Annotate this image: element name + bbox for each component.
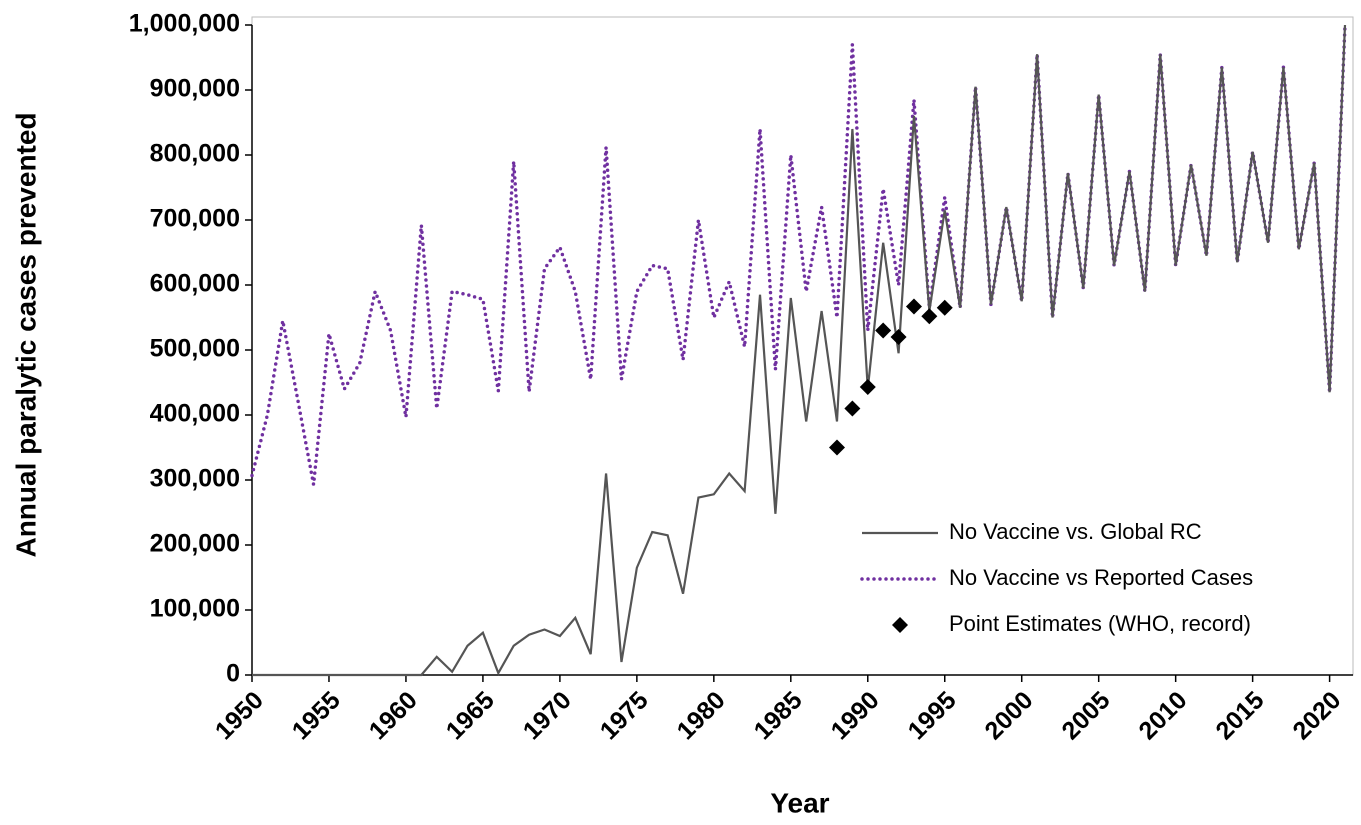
y-tick-label: 300,000 — [150, 465, 240, 493]
y-tick-label: 0 — [226, 660, 240, 688]
x-tick-label: 2015 — [1210, 686, 1269, 745]
x-tick-label: 1960 — [364, 686, 423, 745]
y-axis-title: Annual paralytic cases prevented — [10, 112, 41, 557]
point-estimate — [921, 308, 938, 325]
series-line — [252, 24, 1347, 677]
x-tick-label: 1955 — [287, 686, 346, 745]
x-tick-label: 2020 — [1287, 686, 1346, 745]
y-tick-label: 1,000,000 — [129, 10, 240, 38]
x-tick-label: 1970 — [518, 686, 577, 745]
legend-label: Point Estimates (WHO, record) — [949, 611, 1251, 636]
x-tick-label: 1995 — [903, 686, 962, 745]
x-tick-label: 2000 — [980, 686, 1039, 745]
y-tick-label: 600,000 — [150, 270, 240, 298]
x-tick-label: 1980 — [672, 686, 731, 745]
y-tick-label: 200,000 — [150, 530, 240, 558]
y-tick-label: 100,000 — [150, 595, 240, 623]
x-axis-title: Year — [770, 787, 829, 818]
series-line — [250, 23, 1347, 485]
point-estimate — [828, 439, 845, 456]
y-tick-label: 400,000 — [150, 400, 240, 428]
x-tick-label: 2010 — [1133, 686, 1192, 745]
x-tick-label: 1950 — [210, 686, 269, 745]
x-tick-label: 1990 — [826, 686, 885, 745]
legend-symbol — [892, 617, 908, 633]
point-estimate — [844, 400, 861, 417]
legend-item: No Vaccine vs. Global RC — [862, 519, 1202, 544]
x-tick-label: 2005 — [1056, 686, 1115, 745]
x-tick-label: 1975 — [595, 686, 654, 745]
x-tick-label: 1965 — [441, 686, 500, 745]
point-estimate — [859, 379, 876, 396]
legend-item: Point Estimates (WHO, record) — [892, 611, 1251, 636]
x-tick-label: 1985 — [749, 686, 808, 745]
y-tick-label: 900,000 — [150, 75, 240, 103]
legend-item: No Vaccine vs Reported Cases — [860, 565, 1253, 590]
y-tick-label: 700,000 — [150, 205, 240, 233]
point-estimate — [905, 298, 922, 315]
point-estimate — [875, 322, 892, 339]
legend-label: No Vaccine vs Reported Cases — [949, 565, 1253, 590]
y-tick-label: 800,000 — [150, 140, 240, 168]
point-estimate — [890, 329, 907, 345]
legend-label: No Vaccine vs. Global RC — [949, 519, 1202, 544]
point-estimate — [936, 299, 953, 316]
y-tick-label: 500,000 — [150, 335, 240, 363]
